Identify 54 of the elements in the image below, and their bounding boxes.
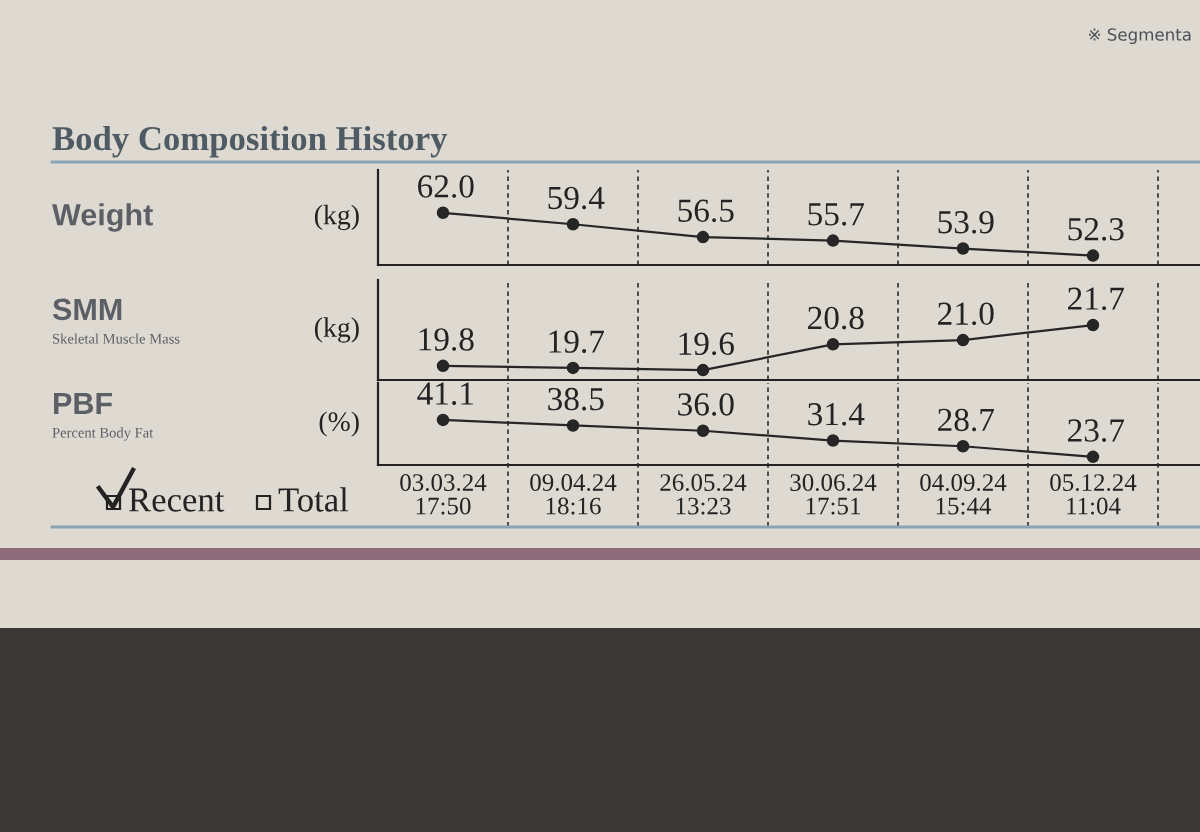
text: Recent [129,488,225,512]
point [696,230,710,244]
point [436,206,450,220]
point [826,434,840,447]
text: Weight [52,203,153,232]
data-label: 41.1 [417,382,473,405]
point [436,413,450,427]
x-tick-label: 03.03.24 17:50 [400,474,487,515]
point [956,440,970,453]
data-label: 56.5 [678,199,734,223]
text: PBF [54,392,112,414]
x-tick-label: 05.12.24 11:04 [1050,474,1137,515]
data-label: 21.7 [1068,287,1124,311]
text: Body Composition History [52,125,448,158]
data-label: 31.4 [808,403,865,426]
point [956,333,970,347]
y-axis-title: (%) [319,411,359,437]
point [1086,450,1100,464]
data-label: 19.6 [679,332,734,356]
data-label: 59.4 [548,186,605,210]
data-label: 28.7 [938,408,994,432]
y-axis-title: (kg) [314,204,359,231]
point [566,361,580,375]
x-tick-label: 30.06.24 17:51 [790,474,877,515]
text: Total [278,487,349,512]
text: SMM [52,298,122,321]
x-tick-label: 04.09.24 15:44 [920,474,1007,515]
point [1086,249,1100,262]
data-label: 62.0 [418,175,474,198]
data-label: 19.7 [549,330,604,353]
data-label: 52.3 [1068,218,1124,241]
data-label: 20.8 [808,306,864,330]
x-tick-label: 26.05.24 13:23 [660,474,747,515]
point [566,218,580,231]
data-label: 19.8 [419,328,474,351]
data-label: 23.7 [1068,419,1124,442]
text: Percent Body Fat [52,427,154,441]
point [696,363,710,377]
point [826,234,840,247]
x-tick-label: 09.04.24 18:16 [530,474,617,515]
data-label: 38.5 [548,387,604,411]
text: ※ Segmenta [1089,28,1191,45]
point [566,419,580,432]
data-label: 36.0 [678,393,734,416]
point [826,338,840,351]
point [1086,318,1100,332]
point [956,242,970,255]
data-label: 55.7 [808,203,864,226]
text: Skeletal Muscle Mass [52,333,180,344]
point [696,424,710,438]
point [436,359,450,373]
data-label: 21.0 [938,302,994,326]
data-label: 53.9 [938,211,994,234]
y-axis-title: (kg) [314,317,359,343]
